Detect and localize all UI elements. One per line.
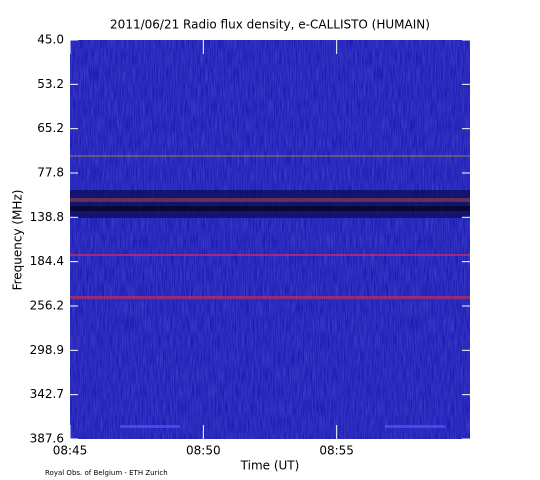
y-axis-label: Frequency (MHz)	[11, 190, 25, 291]
spectrogram-band	[70, 190, 470, 218]
y-tick-label: 256.2	[30, 299, 64, 313]
spectrogram-band	[120, 425, 180, 428]
y-tick-label: 77.8	[37, 166, 64, 180]
spectrogram-band	[70, 155, 470, 157]
y-tick-label: 387.6	[30, 432, 64, 446]
y-tick-label: 45.0	[37, 33, 64, 47]
spectrogram-band	[70, 206, 470, 211]
spectrogram-texture	[70, 40, 470, 439]
credit: Royal Obs. of Belgium - ETH Zurich	[45, 469, 168, 477]
x-tick-label: 08:45	[53, 444, 88, 458]
y-tick-label: 65.2	[37, 121, 64, 135]
x-tick-label: 08:55	[319, 444, 354, 458]
y-tick-label: 138.8	[30, 210, 64, 224]
spectrogram-band	[70, 198, 470, 202]
spectrogram-band	[385, 425, 445, 428]
x-axis-label: Time (UT)	[240, 459, 300, 473]
y-tick-label: 184.4	[30, 254, 64, 268]
x-tick-label: 08:50	[186, 444, 221, 458]
y-tick-label: 342.7	[30, 387, 64, 401]
spectrogram-band	[70, 254, 470, 256]
spectrogram	[70, 40, 470, 439]
y-tick-label: 53.2	[37, 77, 64, 91]
spectrogram-band	[70, 296, 470, 299]
chart-title: 2011/06/21 Radio flux density, e-CALLIST…	[110, 18, 430, 32]
y-tick-label: 298.9	[30, 343, 64, 357]
